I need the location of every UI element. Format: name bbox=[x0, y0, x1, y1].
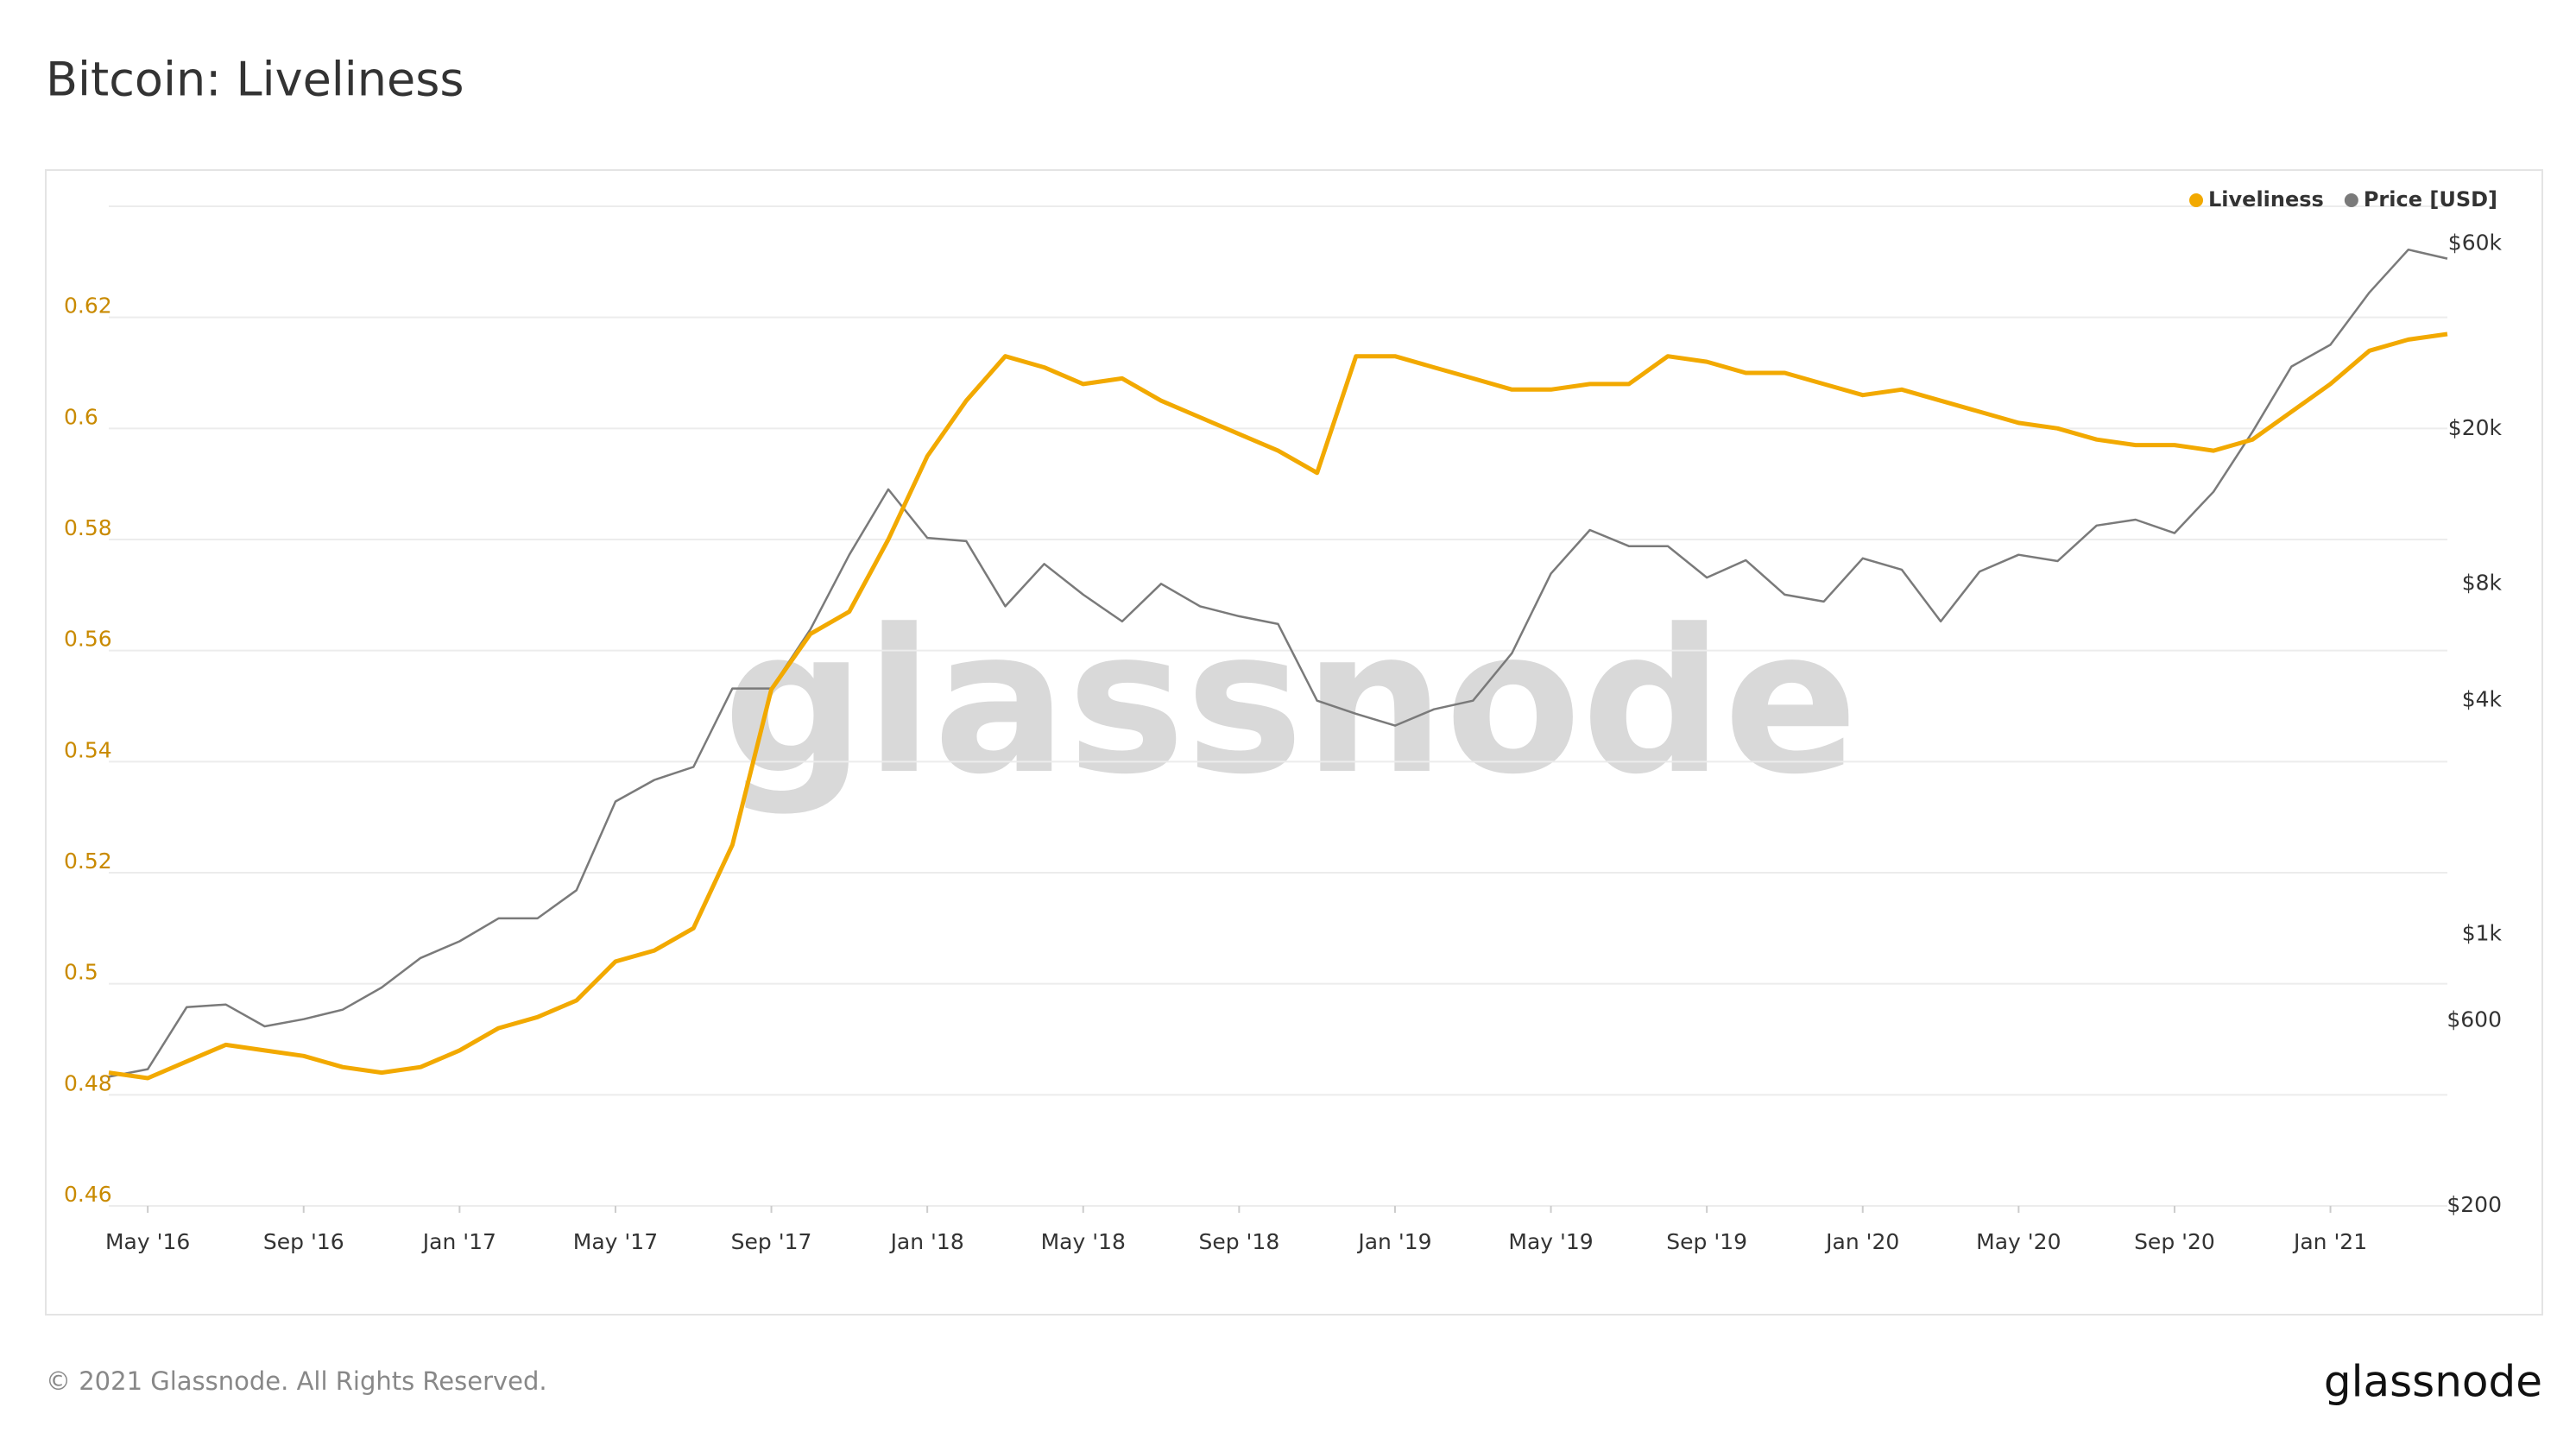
x-tick-label: May '20 bbox=[1976, 1229, 2061, 1254]
x-tick-label: May '19 bbox=[1508, 1229, 1593, 1254]
y2-tick-label: $4k bbox=[2462, 687, 2503, 712]
chart-title: Bitcoin: Liveliness bbox=[46, 53, 464, 107]
x-tick-label: Sep '20 bbox=[2134, 1229, 2215, 1254]
x-tick-label: Sep '18 bbox=[1198, 1229, 1279, 1254]
y2-tick-label: $8k bbox=[2462, 570, 2503, 595]
x-tick-label: Jan '19 bbox=[1356, 1229, 1431, 1254]
x-tick-label: Sep '19 bbox=[1666, 1229, 1747, 1254]
series-line bbox=[108, 248, 2448, 1078]
y-tick-label: 0.6 bbox=[64, 404, 98, 429]
x-tick-label: Jan '20 bbox=[1824, 1229, 1899, 1254]
legend-label: Liveliness bbox=[2208, 187, 2324, 211]
x-tick-label: May '18 bbox=[1041, 1229, 1126, 1254]
x-tick-label: Sep '17 bbox=[731, 1229, 812, 1254]
series-line bbox=[108, 331, 2448, 1081]
legend-swatch bbox=[2344, 193, 2358, 207]
y2-tick-label: $20k bbox=[2448, 415, 2503, 440]
y-tick-label: 0.62 bbox=[64, 293, 112, 319]
x-tick-label: May '16 bbox=[105, 1229, 190, 1254]
x-tick-label: Jan '18 bbox=[889, 1229, 964, 1254]
y-tick-label: 0.56 bbox=[64, 627, 112, 652]
footer: © 2021 Glassnode. All Rights Reserved. bbox=[46, 1366, 547, 1396]
x-tick-label: Jan '21 bbox=[2292, 1229, 2367, 1254]
x-tick-label: Jan '17 bbox=[421, 1229, 496, 1254]
legend-swatch bbox=[2189, 193, 2204, 207]
chart-frame bbox=[45, 169, 2543, 1316]
y-tick-label: 0.54 bbox=[64, 737, 112, 762]
y-tick-label: 0.58 bbox=[64, 515, 112, 540]
y2-tick-label: $600 bbox=[2447, 1006, 2502, 1032]
y2-tick-label: $1k bbox=[2462, 921, 2503, 946]
y2-tick-label: $200 bbox=[2447, 1192, 2502, 1217]
x-tick-label: May '17 bbox=[573, 1229, 658, 1254]
y-tick-label: 0.46 bbox=[64, 1182, 112, 1207]
y-tick-label: 0.48 bbox=[64, 1070, 112, 1095]
x-tick-label: Sep '16 bbox=[263, 1229, 344, 1254]
watermark: glassnode bbox=[723, 588, 1859, 818]
y-tick-label: 0.5 bbox=[64, 960, 98, 985]
y-tick-label: 0.52 bbox=[64, 849, 112, 874]
legend-label: Price [USD] bbox=[2364, 187, 2497, 211]
logo: glassnode bbox=[2324, 1357, 2542, 1407]
y2-tick-label: $60k bbox=[2448, 230, 2503, 256]
